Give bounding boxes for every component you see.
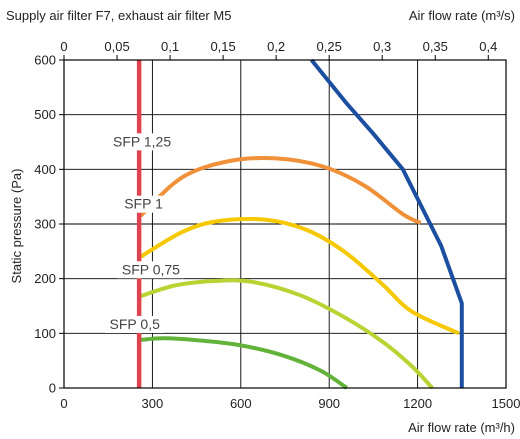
x-tick-label: 900: [318, 396, 340, 411]
x-axis-label: Air flow rate (m³/h): [408, 420, 515, 435]
x-tick-label: 1200: [403, 396, 432, 411]
series-label: SFP 0,75: [122, 261, 180, 277]
series-line-sfp-1: [139, 216, 460, 336]
top-tick-label: 0: [60, 39, 67, 54]
y-tick-label: 0: [49, 381, 56, 396]
y-tick-label: 500: [34, 107, 56, 122]
x-tick-label: 0: [60, 396, 67, 411]
top-tick-label: 0,4: [479, 39, 497, 54]
series-labels-layer: SFP 1,25 SFP 1 SFP 0,75 SFP 0,5: [105, 133, 185, 333]
max-fan-curve-line: [309, 58, 464, 388]
top-tick-label: 0,1: [161, 39, 179, 54]
y-tick-label: 300: [34, 217, 56, 232]
chart-title: Supply air filter F7, exhaust air filter…: [6, 8, 231, 23]
series-layer: [136, 58, 464, 390]
y-tick-label: 200: [34, 271, 56, 286]
series-label: SFP 0,5: [110, 316, 161, 332]
series-label: SFP 1,25: [113, 133, 171, 149]
x-tick-label: 600: [230, 396, 252, 411]
top-tick-label: 0,25: [317, 39, 342, 54]
series-label: SFP 1: [124, 196, 163, 212]
x-tick-label: 1500: [492, 396, 520, 411]
series-label-backdrop: [108, 133, 176, 151]
y-axis-label: Static pressure (Pa): [9, 169, 24, 284]
top-tick-label: 0,2: [267, 39, 285, 54]
y-tick-label: 100: [34, 326, 56, 341]
top-tick-label: 0,35: [423, 39, 448, 54]
y-tick-label: 400: [34, 162, 56, 177]
series-label-backdrop: [117, 261, 185, 279]
top-tick-label: 0,15: [210, 39, 235, 54]
series-line-sfp-1-25: [139, 155, 422, 225]
series-label-backdrop: [121, 195, 166, 213]
y-tick-label: 600: [34, 53, 56, 68]
series-line-sfp-0-5: [140, 336, 349, 390]
axes-layer: [59, 55, 507, 389]
top-tick-label: 0,3: [373, 39, 391, 54]
series-label-backdrop: [105, 315, 165, 333]
ticks-layer: 0 300 600 900 1200 1500 0 100 200 300 400 500 600 0 0,…: [34, 39, 520, 411]
top-axis-label: Air flow rate (m³/s): [409, 8, 515, 23]
x-tick-label: 300: [142, 396, 164, 411]
series-line-sfp-0-75: [140, 278, 434, 390]
top-tick-label: 0,05: [104, 39, 129, 54]
